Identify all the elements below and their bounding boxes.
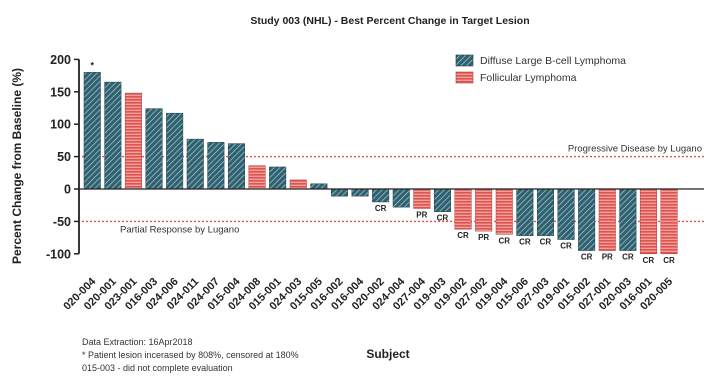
bar-label-019-003: CR bbox=[437, 214, 449, 223]
y-tick-label: 150 bbox=[50, 85, 71, 99]
bar-016-002 bbox=[330, 188, 348, 197]
bar-027-001 bbox=[598, 188, 616, 251]
bar-label-020-003: CR bbox=[622, 253, 634, 262]
bar-020-005 bbox=[660, 188, 678, 255]
bar-label-015-006: CR bbox=[519, 238, 531, 247]
bar-label-020-004: * bbox=[90, 60, 94, 70]
bar-020-001 bbox=[104, 81, 122, 190]
reference-label-partial-response: Partial Response by Lugano bbox=[120, 224, 239, 235]
bar-015-004 bbox=[227, 143, 245, 190]
y-tick-label: 100 bbox=[50, 118, 71, 132]
bar-027-004 bbox=[413, 188, 431, 209]
bar-020-004 bbox=[83, 72, 101, 190]
bar-015-002 bbox=[578, 188, 596, 251]
bar-024-003 bbox=[289, 179, 307, 190]
bar-label-019-001: CR bbox=[560, 242, 572, 251]
bar-label-016-001: CR bbox=[643, 256, 655, 265]
bar-019-001 bbox=[557, 188, 575, 240]
bar-label-027-003: CR bbox=[540, 238, 552, 247]
bar-024-004 bbox=[392, 188, 410, 208]
bar-019-003 bbox=[433, 188, 451, 212]
bar-label-027-002: PR bbox=[478, 233, 489, 242]
bar-016-001 bbox=[639, 188, 657, 255]
y-tick-label: 200 bbox=[50, 53, 71, 67]
bar-label-015-002: CR bbox=[581, 253, 593, 262]
footnote-censored: * Patient lesion incerased by 808%, cens… bbox=[82, 350, 299, 360]
footnote-incomplete: 015-003 - did not complete evaluation bbox=[82, 363, 233, 373]
y-tick-label: -100 bbox=[46, 247, 71, 261]
y-tick-label: 50 bbox=[57, 150, 71, 164]
chart-legend: Diffuse Large B-cell Lymphoma Follicular… bbox=[455, 54, 626, 84]
bar-019-002 bbox=[454, 188, 472, 230]
bar-label-020-002: CR bbox=[375, 204, 387, 213]
bar-label-019-004: CR bbox=[498, 236, 510, 245]
bar-015-001 bbox=[269, 166, 287, 190]
legend-swatch-dlbcl bbox=[455, 54, 474, 67]
bar-019-004 bbox=[495, 188, 513, 235]
bar-016-003 bbox=[145, 108, 163, 190]
bar-015-006 bbox=[516, 188, 534, 236]
bar-027-002 bbox=[475, 188, 493, 232]
bar-027-003 bbox=[536, 188, 554, 236]
y-tick-label: 0 bbox=[64, 183, 71, 197]
bar-024-011 bbox=[186, 138, 204, 190]
bar-label-027-004: PR bbox=[416, 210, 427, 219]
legend-label-dlbcl: Diffuse Large B-cell Lymphoma bbox=[480, 55, 626, 67]
chart-title: Study 003 (NHL) - Best Percent Change in… bbox=[250, 15, 529, 27]
bar-label-019-002: CR bbox=[457, 231, 469, 240]
reference-label-progressive-disease: Progressive Disease by Lugano bbox=[568, 144, 702, 155]
bar-016-004 bbox=[351, 188, 369, 197]
bar-label-020-005: CR bbox=[663, 256, 675, 265]
bar-020-002 bbox=[372, 188, 390, 203]
bar-024-008 bbox=[248, 165, 266, 190]
bar-label-027-001: PR bbox=[602, 253, 613, 262]
bar-024-007 bbox=[207, 142, 225, 190]
x-axis-label: Subject bbox=[366, 347, 409, 361]
bar-020-003 bbox=[619, 188, 637, 251]
bar-023-001 bbox=[124, 92, 142, 190]
bar-015-005 bbox=[310, 183, 328, 190]
y-axis-label: Percent Change from Baseline (%) bbox=[10, 68, 24, 264]
footnote-extraction: Data Extraction: 16Apr2018 bbox=[82, 337, 193, 347]
legend-label-fl: Follicular Lymphoma bbox=[480, 72, 577, 84]
bar-024-006 bbox=[166, 112, 184, 190]
legend-swatch-fl bbox=[455, 71, 474, 84]
y-tick-label: -50 bbox=[53, 215, 71, 229]
